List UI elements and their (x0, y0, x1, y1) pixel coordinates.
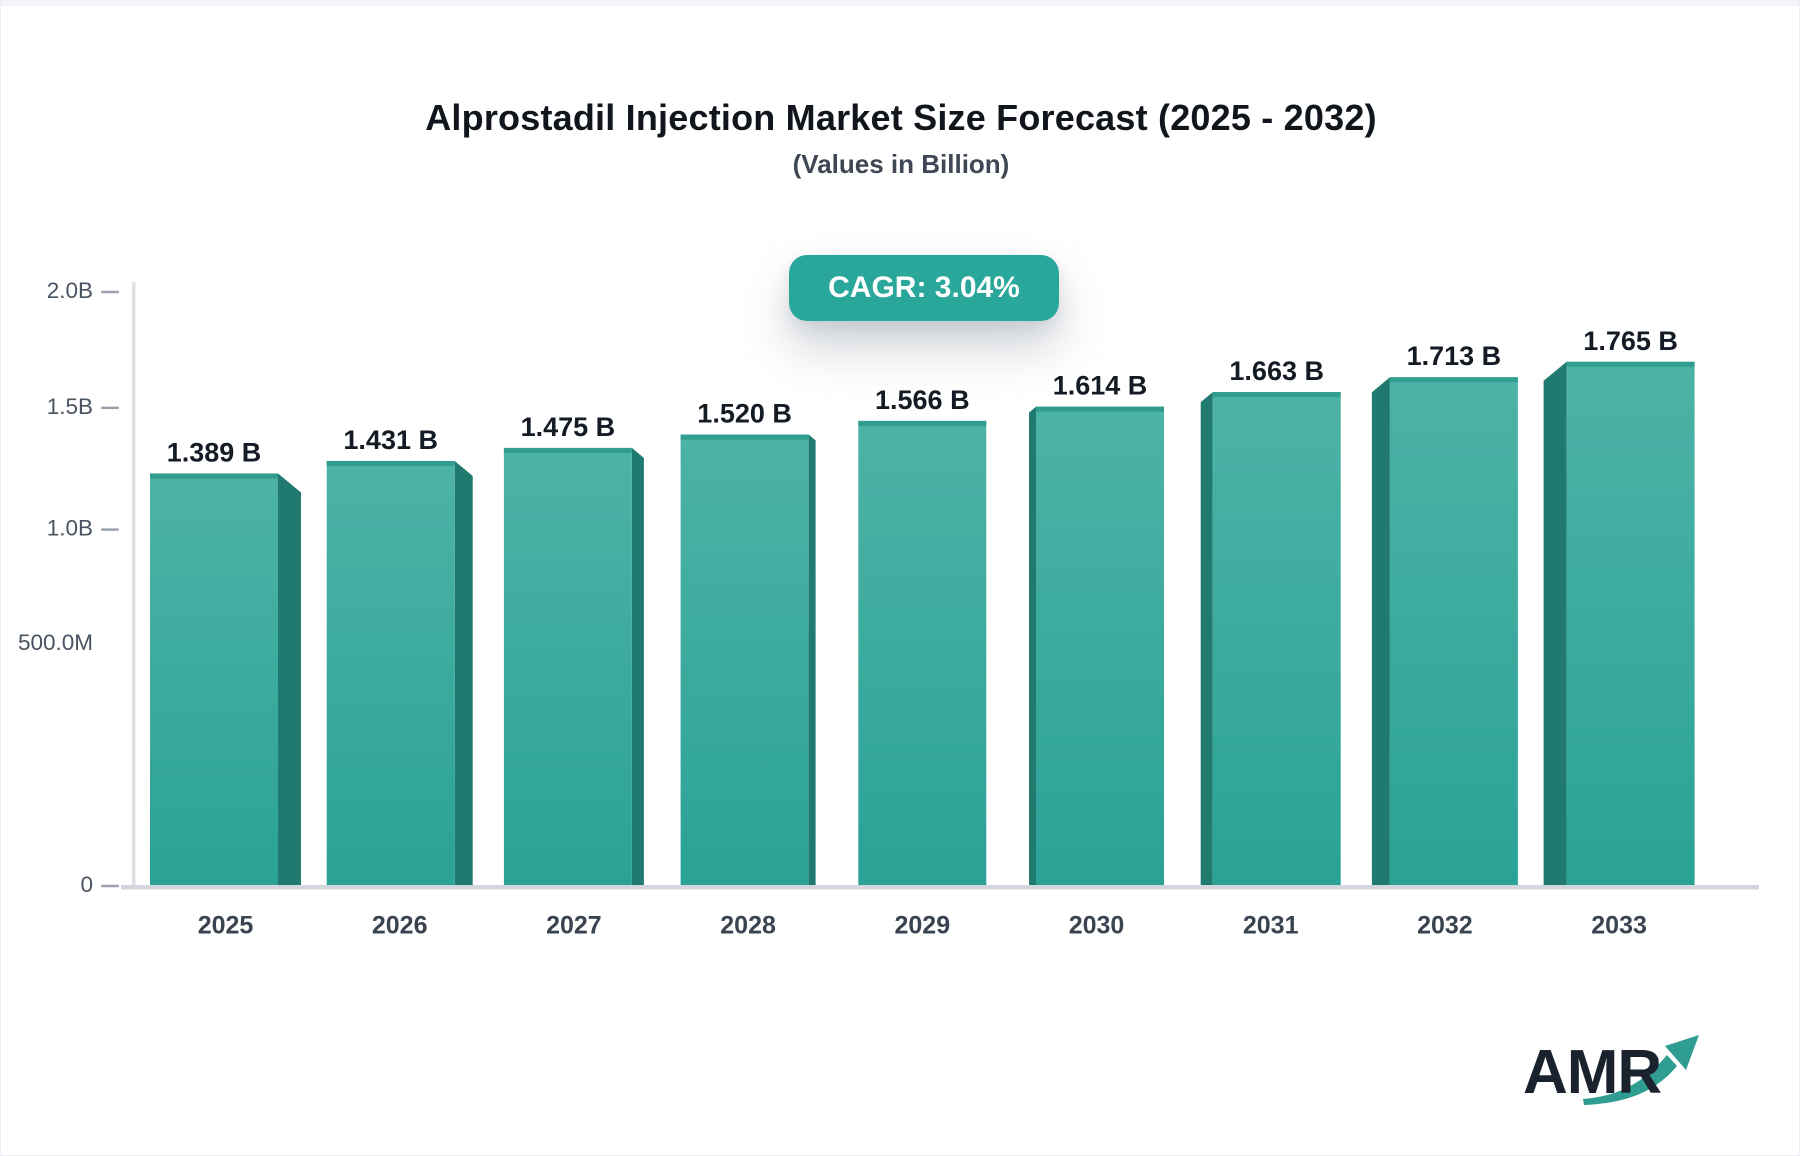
bar-side-panel (631, 447, 644, 886)
x-axis-label: 2027 (546, 912, 602, 940)
bar-value-label: 1.663 B (1229, 356, 1324, 386)
bar-value-label: 1.389 B (167, 437, 262, 467)
bar-top-edge (1566, 361, 1695, 367)
page-top-strip (1, 1, 1799, 6)
bar-value-label: 1.765 B (1583, 326, 1678, 356)
x-axis-baseline (121, 885, 1759, 890)
cagr-badge: CAGR: 3.04% (789, 255, 1059, 321)
bar-value-label: 1.614 B (1053, 371, 1148, 401)
y-axis-tick (101, 290, 119, 294)
bar-side-panel (278, 473, 301, 886)
x-axis-label: 2026 (372, 912, 428, 940)
y-axis-tick-label: 2.0B (47, 278, 93, 303)
bar-top-edge (150, 473, 278, 479)
bar-2025[interactable] (150, 473, 278, 886)
bar-2030[interactable] (1036, 406, 1164, 886)
y-axis-tick (101, 406, 119, 410)
bar-2033[interactable] (1566, 361, 1695, 886)
y-axis-line (132, 282, 136, 889)
bar-top-edge (1036, 406, 1164, 412)
bar-top-edge (1389, 377, 1518, 383)
bar-2026[interactable] (326, 460, 455, 886)
bar-top-edge (326, 460, 455, 466)
bar-top-edge (1212, 392, 1341, 398)
bar-top-edge (503, 447, 632, 453)
x-axis-label: 2031 (1243, 912, 1299, 940)
logo-text: AMR (1523, 1038, 1661, 1107)
bar-2027[interactable] (503, 447, 632, 886)
bar-side-panel (1200, 392, 1213, 886)
x-axis-label: 2028 (720, 912, 776, 940)
bar-value-label: 1.475 B (521, 412, 616, 442)
bar-side-panel (454, 460, 473, 886)
y-axis-tick-label: 1.0B (47, 516, 93, 541)
bar-value-label: 1.431 B (343, 425, 438, 455)
bar-value-label: 1.566 B (875, 385, 970, 415)
y-axis-tick-label: 1.5B (47, 394, 93, 419)
x-axis-label: 2030 (1069, 912, 1125, 940)
x-axis-label: 2033 (1591, 912, 1647, 940)
logo-arrow-swoosh-icon (1583, 1055, 1677, 1105)
bar-2029[interactable] (858, 420, 987, 886)
y-axis-tick-label: 500.0M (18, 630, 93, 655)
bar-2032[interactable] (1389, 377, 1518, 886)
bar-2031[interactable] (1212, 392, 1341, 886)
x-axis-label: 2025 (198, 912, 254, 940)
logo-arrowhead-icon (1665, 1035, 1699, 1070)
chart-subtitle: (Values in Billion) (792, 149, 1010, 179)
bar-side-panel (808, 434, 816, 886)
bar-side-panel (1543, 361, 1567, 886)
y-axis-tick-label: 0 (80, 872, 93, 897)
amr-logo: AMR (1523, 1035, 1699, 1107)
y-axis-tick (101, 884, 119, 888)
x-axis-label: 2032 (1417, 912, 1473, 940)
bar-top-edge (680, 434, 809, 440)
bar-value-label: 1.520 B (697, 399, 792, 429)
y-axis-tick (101, 528, 119, 531)
bar-top-edge (858, 420, 987, 426)
bar-side-panel (1029, 406, 1036, 886)
chart-title: Alprostadil Injection Market Size Foreca… (425, 97, 1377, 138)
bar-value-label: 1.713 B (1407, 341, 1502, 371)
x-axis-label: 2029 (894, 912, 950, 940)
bar-2028[interactable] (680, 434, 809, 886)
bar-side-panel (1371, 377, 1390, 886)
